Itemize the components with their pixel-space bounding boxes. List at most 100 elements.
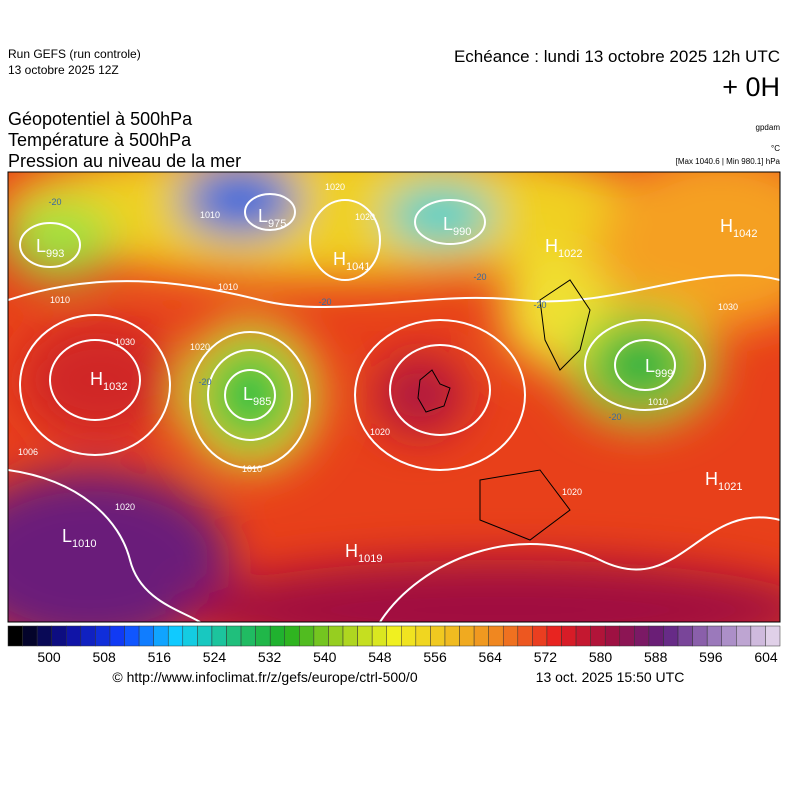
colorbar-swatch bbox=[240, 625, 256, 647]
center-value: 985 bbox=[253, 396, 271, 408]
isobar-label: 1020 bbox=[355, 212, 375, 222]
center-value: 1032 bbox=[103, 381, 127, 393]
colorbar-tick-label: 564 bbox=[479, 649, 503, 665]
colorbar-swatch bbox=[313, 625, 329, 647]
colorbar-swatch bbox=[561, 625, 577, 647]
center-letter: L bbox=[258, 206, 268, 226]
temp-label: -20 bbox=[533, 300, 546, 310]
temp-label: -20 bbox=[608, 412, 621, 422]
colorbar-swatch bbox=[401, 625, 417, 647]
colorbar-swatch bbox=[182, 625, 198, 647]
pressure-center: H1022 bbox=[545, 236, 582, 260]
colorbar-swatch bbox=[721, 625, 737, 647]
center-value: 1042 bbox=[733, 228, 757, 240]
colorbar-tick-label: 508 bbox=[92, 649, 116, 665]
isobar-label: 1020 bbox=[115, 502, 135, 512]
colorbar-tick-label: 516 bbox=[148, 649, 172, 665]
center-letter: L bbox=[645, 356, 655, 376]
colorbar: 500 508 516 524 532 540 548 556 564 572 580 588 596 6… bbox=[7, 625, 781, 665]
colorbar-swatch bbox=[459, 625, 475, 647]
isobar-label: 1010 bbox=[200, 210, 220, 220]
colorbar-swatch bbox=[51, 625, 67, 647]
unit: [Max 1040.6 | Min 980.1] hPa bbox=[676, 157, 781, 166]
colorbar-tick-label: 596 bbox=[699, 649, 723, 665]
isobar-label: 1020 bbox=[190, 342, 210, 352]
pressure-center: H1042 bbox=[720, 216, 757, 240]
colorbar-swatch bbox=[138, 625, 154, 647]
isobar-label: 1030 bbox=[718, 302, 738, 312]
unit: gpdam bbox=[756, 123, 781, 132]
isobar-label: 1010 bbox=[218, 282, 238, 292]
colorbar-swatch bbox=[211, 625, 227, 647]
isobar-label: 1020 bbox=[325, 182, 345, 192]
colorbar-swatch bbox=[736, 625, 752, 647]
center-letter: H bbox=[545, 236, 558, 256]
echeance: Echéance : lundi 13 octobre 2025 12h UTC bbox=[454, 47, 780, 66]
center-value: 1041 bbox=[346, 261, 370, 273]
colorbar-swatch bbox=[95, 625, 111, 647]
colorbar-tick-label: 540 bbox=[313, 649, 337, 665]
colorbar-swatch bbox=[226, 625, 242, 647]
center-value: 1022 bbox=[558, 248, 582, 260]
colorbar-swatch bbox=[386, 625, 402, 647]
center-letter: H bbox=[333, 249, 346, 269]
isobar-label: 1006 bbox=[18, 447, 38, 457]
pressure-center: L975 bbox=[258, 206, 286, 230]
colorbar-swatch bbox=[167, 625, 184, 647]
colorbar-swatch bbox=[36, 625, 52, 647]
temp-label: -20 bbox=[318, 297, 331, 307]
temp-label: -20 bbox=[198, 377, 211, 387]
colorbar-tick-label: 604 bbox=[754, 649, 778, 665]
map-frame bbox=[7, 171, 781, 623]
colorbar-swatch bbox=[269, 625, 286, 647]
colorbar-tick-label: 556 bbox=[423, 649, 447, 665]
colorbar-swatch bbox=[590, 625, 606, 647]
footer-url: © http://www.infoclimat.fr/z/gefs/europe… bbox=[112, 669, 417, 685]
colorbar-swatch bbox=[299, 625, 315, 647]
colorbar-tick-label: 572 bbox=[534, 649, 558, 665]
colorbar-swatch bbox=[66, 625, 82, 647]
pressure-center: L1010 bbox=[62, 526, 97, 550]
pressure-center: H1032 bbox=[90, 369, 127, 393]
temp-label: -20 bbox=[48, 197, 61, 207]
colorbar-swatch bbox=[342, 625, 358, 647]
colorbar-swatch bbox=[677, 625, 693, 647]
colorbar-tick-label: 588 bbox=[644, 649, 668, 665]
colorbar-swatch bbox=[502, 625, 519, 647]
colorbar-swatch bbox=[692, 625, 708, 647]
colorbar-swatch bbox=[357, 625, 373, 647]
center-value: 1021 bbox=[718, 481, 742, 493]
colorbar-swatch bbox=[634, 625, 650, 647]
isobar-label: 1030 bbox=[115, 337, 135, 347]
center-letter: H bbox=[720, 216, 733, 236]
isobars bbox=[8, 193, 780, 622]
isobar-label: 1020 bbox=[370, 427, 390, 437]
coastline bbox=[417, 279, 591, 541]
colorbar-swatch bbox=[22, 625, 38, 647]
field: Pression au niveau de la mer bbox=[8, 151, 241, 171]
colorbar-swatch bbox=[371, 625, 387, 647]
colorbar-swatch bbox=[473, 625, 489, 647]
colorbar-swatch bbox=[706, 625, 722, 647]
colorbar-swatch bbox=[765, 625, 781, 647]
center-value: 990 bbox=[453, 226, 471, 238]
colorbar-swatch bbox=[415, 625, 431, 647]
center-letter: L bbox=[62, 526, 72, 546]
colorbar-swatch bbox=[284, 625, 300, 647]
colorbar-swatch bbox=[663, 625, 679, 647]
pressure-center: L993 bbox=[36, 236, 64, 260]
isobar-label: 1010 bbox=[50, 295, 70, 305]
center-letter: H bbox=[90, 369, 103, 389]
isobar-label: 1020 bbox=[562, 487, 582, 497]
isobar-label: 1010 bbox=[648, 397, 668, 407]
colorbar-swatch bbox=[328, 625, 344, 647]
colorbar-tick-label: 532 bbox=[258, 649, 282, 665]
center-letter: L bbox=[443, 214, 453, 234]
colorbar-swatch bbox=[488, 625, 504, 647]
colorbar-swatch bbox=[153, 625, 169, 647]
pressure-center: L985 bbox=[243, 384, 271, 408]
center-letter: H bbox=[345, 541, 358, 561]
colorbar-swatch bbox=[546, 625, 562, 647]
isobar-label: 1010 bbox=[242, 464, 262, 474]
